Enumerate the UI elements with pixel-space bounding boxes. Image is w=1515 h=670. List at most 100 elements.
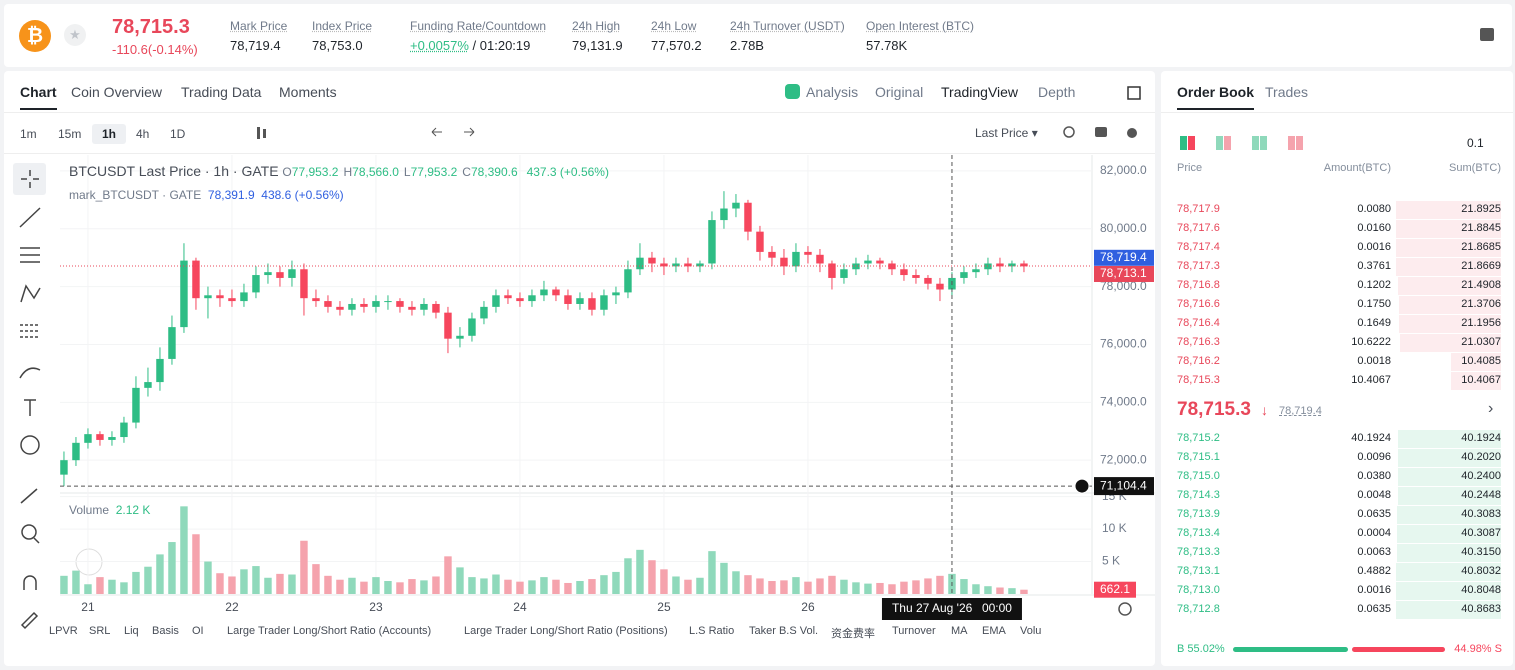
indicator[interactable]: LPVR [49,625,78,637]
indicator[interactable]: Basis [152,625,179,637]
ob-layout[interactable] [1296,136,1303,150]
indicator[interactable]: SRL [89,625,111,637]
interval[interactable]: 4h [136,127,150,141]
ob-price: 78,713.3 [1177,546,1220,558]
tab[interactable]: Coin Overview [71,84,163,100]
crosshair-tag [1094,477,1154,496]
volume-bar [732,571,740,594]
indicator[interactable]: 资金费率 [831,628,875,640]
ob-price: 78,717.9 [1177,203,1220,215]
ob-amount: 0.0160 [1357,222,1391,234]
volume-bar [840,579,848,594]
tab[interactable]: Moments [279,84,337,100]
candle-body [540,289,548,296]
candle-body [1020,263,1028,267]
candle-body [636,257,644,270]
candle-body [648,257,656,264]
indicator[interactable]: MA [951,625,968,637]
volume-bar [324,575,332,594]
indicator[interactable]: Taker B.S Vol. [749,625,819,637]
ob-layout[interactable] [1252,136,1259,150]
price-tag [1094,265,1154,282]
ob-sum: 40.1924 [1461,432,1501,444]
ob-precision[interactable]: 0.1 [1467,136,1484,150]
volume-bar [348,577,356,594]
ob-amount: 0.0048 [1357,489,1391,501]
ob-layout[interactable] [1188,136,1195,150]
candle-body [264,272,272,276]
ob-tab[interactable]: Order Book [1177,84,1255,110]
candle-body [684,263,692,267]
indicator[interactable]: Large Trader Long/Short Ratio (Accounts) [227,625,432,637]
indicator[interactable]: Volu [1020,625,1042,637]
view-option[interactable]: TradingView [941,84,1019,100]
indicator[interactable]: Large Trader Long/Short Ratio (Positions… [464,625,668,637]
countdown: / 01:20:19 [472,38,531,53]
ob-sum: 40.8683 [1461,603,1501,615]
volume-bar [768,581,776,594]
legend: BTCUSDT Last Price · 1h · GATE O77,953.2… [69,163,609,179]
interval[interactable]: 1h [92,124,127,144]
volume-bar [252,566,260,594]
ob-sum: 40.2020 [1461,451,1501,463]
volume-bar [108,579,116,594]
indicator[interactable]: L.S Ratio [689,625,735,637]
x-tick-label: 22 [225,600,239,614]
candle-body [1008,263,1016,267]
menu-icon[interactable] [1480,28,1494,41]
btc-icon: ₿ [19,20,51,52]
stat-label: 24h High [572,19,621,33]
ob-layout[interactable] [1288,136,1295,150]
candle-body [144,382,152,388]
stat-value: 77,570.2 [651,38,702,53]
volume-bar [888,584,896,594]
ob-tab[interactable]: Trades [1265,84,1309,100]
ob-price: 78,716.2 [1177,355,1220,367]
view-option[interactable]: Depth [1038,84,1076,100]
view-option[interactable]: Original [875,84,924,100]
volume-bar [924,578,932,594]
price-source[interactable]: Last Price ▾ [975,126,1038,140]
indicator[interactable]: Turnover [892,625,936,637]
tab[interactable]: Trading Data [181,84,262,100]
ob-layout[interactable] [1216,136,1223,150]
volume-bar [276,573,284,594]
ob-layout[interactable] [1260,136,1267,150]
indicator[interactable]: EMA [982,625,1006,637]
favorite[interactable]: ★ [64,24,86,46]
candle-body [168,327,176,359]
candle-body [840,269,848,278]
indicator[interactable]: Liq [124,625,139,637]
volume-bar [96,577,104,594]
volume-bar [300,540,308,594]
volume-bar [156,554,164,594]
ob-price: 78,714.3 [1177,489,1220,501]
stat-label: Open Interest (BTC) [866,19,975,33]
volume-bar [84,584,92,594]
candle-body [396,301,404,307]
view-option[interactable]: Analysis [806,84,859,100]
ob-amount: 0.0063 [1357,546,1391,558]
price-source-label: Last Price [975,126,1029,140]
ob-layout[interactable] [1224,136,1231,150]
ohlc-key: C [462,165,471,179]
ob-sum: 21.8685 [1461,241,1501,253]
tab[interactable]: Chart [20,84,57,110]
interval[interactable]: 1D [170,127,186,141]
ob-amount: 0.0016 [1357,241,1391,253]
depth-bar [1397,468,1501,486]
ob-sum: 40.2400 [1461,470,1501,482]
interval[interactable]: 1m [20,127,37,141]
interval[interactable]: 15m [58,127,82,141]
mid-more[interactable]: › [1488,400,1494,417]
volume-bar [1020,589,1028,594]
candle-body [624,269,632,293]
ohlc-value: 77,953.2 [291,165,339,179]
ob-amount: 0.0016 [1357,584,1391,596]
candle-body [408,306,416,310]
ob-amount: 0.1750 [1357,298,1391,310]
ohlc-value: 77,953.2 [410,165,458,179]
ob-layout[interactable] [1180,136,1187,150]
volume-bar [264,577,272,594]
indicator[interactable]: OI [192,625,204,637]
